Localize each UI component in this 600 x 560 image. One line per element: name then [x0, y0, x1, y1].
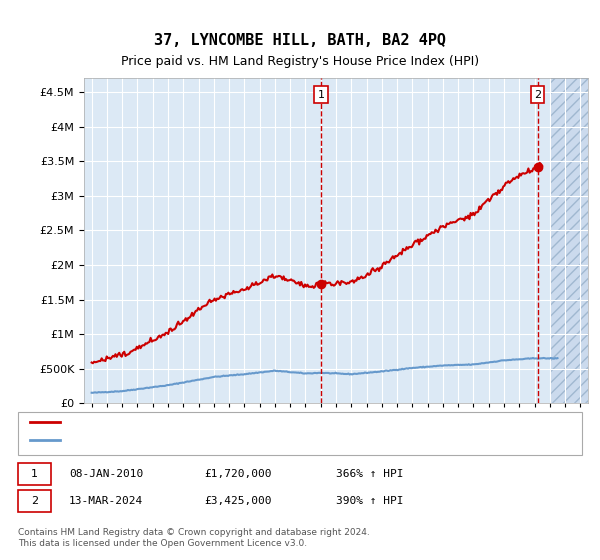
Text: 2: 2 [31, 496, 38, 506]
Text: 37, LYNCOMBE HILL, BATH, BA2 4PQ (detached house): 37, LYNCOMBE HILL, BATH, BA2 4PQ (detach… [69, 417, 352, 427]
Text: 1: 1 [31, 469, 38, 479]
Bar [550, 78, 588, 403]
Text: 366% ↑ HPI: 366% ↑ HPI [336, 469, 404, 479]
Text: 390% ↑ HPI: 390% ↑ HPI [336, 496, 404, 506]
Text: 2: 2 [534, 90, 541, 100]
Text: £1,720,000: £1,720,000 [204, 469, 271, 479]
Text: HPI: Average price, detached house, Bath and North East Somerset: HPI: Average price, detached house, Bath… [69, 435, 421, 445]
Bar [550, 78, 588, 403]
Text: 13-MAR-2024: 13-MAR-2024 [69, 496, 143, 506]
Text: 37, LYNCOMBE HILL, BATH, BA2 4PQ: 37, LYNCOMBE HILL, BATH, BA2 4PQ [154, 32, 446, 48]
Text: 08-JAN-2010: 08-JAN-2010 [69, 469, 143, 479]
Text: £3,425,000: £3,425,000 [204, 496, 271, 506]
Text: 1: 1 [317, 90, 325, 100]
Text: Price paid vs. HM Land Registry's House Price Index (HPI): Price paid vs. HM Land Registry's House … [121, 55, 479, 68]
Text: Contains HM Land Registry data © Crown copyright and database right 2024.
This d: Contains HM Land Registry data © Crown c… [18, 528, 370, 548]
